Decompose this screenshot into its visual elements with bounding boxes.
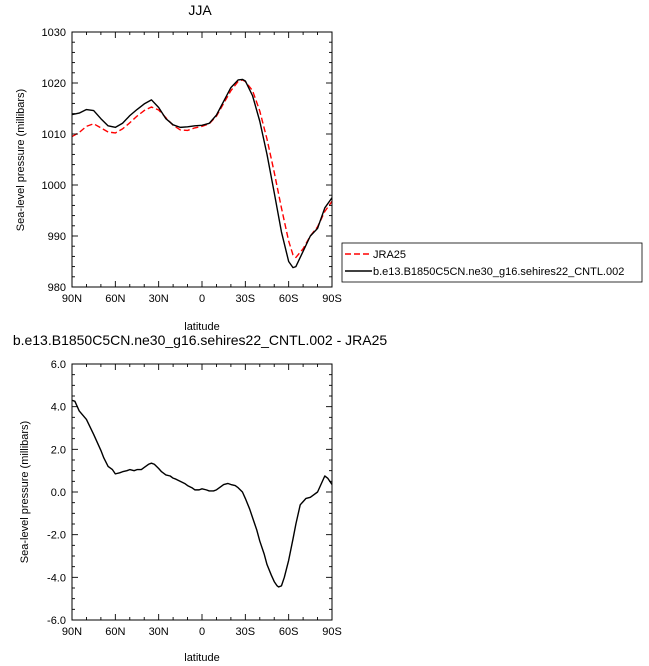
bottom-chart-x-axis-title: latitude: [184, 652, 219, 664]
x-tick-label: 30N: [149, 293, 169, 305]
bottom-chart: b.e13.B1850C5CN.ne30_g16.sehires22_CNTL.…: [13, 332, 388, 664]
y-tick-label: -2.0: [47, 530, 66, 542]
x-tick-label: 90N: [62, 626, 82, 638]
bottom-chart-series-lines: [71, 399, 333, 588]
series-line-difference: [71, 399, 333, 588]
top-chart-series-lines: [71, 78, 333, 269]
bottom-chart-ticks: [71, 363, 333, 621]
series-line-b-e13-b1850c5cn-ne30-g16-sehires22-cntl-002: [71, 78, 333, 269]
top-chart: JJA 90N 60N 30N 0 30S 60S 90S 980 990 1000 1010 10…: [15, 2, 643, 333]
x-tick-label: 60S: [279, 293, 299, 305]
bottom-chart-title: b.e13.B1850C5CN.ne30_g16.sehires22_CNTL.…: [13, 332, 388, 348]
top-chart-ticks: [71, 31, 333, 288]
top-chart-y-axis-title: Sea-level pressure (millibars): [15, 89, 27, 231]
bottom-chart-y-axis-title: Sea-level pressure (millibars): [19, 421, 31, 563]
bottom-chart-y-tick-labels: -6.0 -4.0 -2.0 0.0 2.0 4.0 6.0: [47, 359, 66, 627]
bottom-chart-plot-frame: [71, 363, 333, 621]
x-tick-label: 60N: [105, 293, 125, 305]
x-tick-label: 90S: [322, 626, 342, 638]
legend-label-model: b.e13.B1850C5CN.ne30_g16.sehires22_CNTL.…: [373, 266, 624, 278]
x-tick-label: 30N: [149, 626, 169, 638]
bottom-chart-x-tick-labels: 90N 60N 30N 0 30S 60S 90S: [62, 626, 342, 638]
y-tick-label: 1030: [42, 27, 66, 39]
x-tick-label: 30S: [236, 626, 256, 638]
y-tick-label: 1020: [42, 78, 66, 90]
y-tick-label: 2.0: [51, 444, 66, 456]
top-chart-plot-frame: [71, 31, 333, 288]
top-chart-title: JJA: [188, 2, 212, 18]
y-tick-label: 6.0: [51, 359, 66, 371]
x-tick-label: 0: [199, 293, 205, 305]
y-tick-label: -4.0: [47, 572, 66, 584]
top-chart-y-tick-labels: 980 990 1000 1010 1020 1030: [42, 27, 66, 294]
y-tick-label: 990: [48, 231, 66, 243]
x-tick-label: 90S: [322, 293, 342, 305]
x-tick-label: 0: [199, 626, 205, 638]
x-tick-label: 60N: [105, 626, 125, 638]
x-tick-label: 30S: [236, 293, 256, 305]
y-tick-label: 0.0: [51, 487, 66, 499]
top-chart-x-axis-title: latitude: [184, 321, 219, 333]
x-tick-label: 90N: [62, 293, 82, 305]
y-tick-label: -6.0: [47, 615, 66, 627]
y-tick-label: 4.0: [51, 402, 66, 414]
y-tick-label: 980: [48, 282, 66, 294]
legend-label-jra25: JRA25: [373, 249, 406, 261]
y-tick-label: 1000: [42, 180, 66, 192]
legend-box: [341, 242, 643, 283]
series-line-jra25: [71, 79, 333, 259]
legend: JRA25 b.e13.B1850C5CN.ne30_g16.sehires22…: [341, 242, 643, 283]
y-tick-label: 1010: [42, 129, 66, 141]
top-chart-x-tick-labels: 90N 60N 30N 0 30S 60S 90S: [62, 293, 342, 305]
x-tick-label: 60S: [279, 626, 299, 638]
